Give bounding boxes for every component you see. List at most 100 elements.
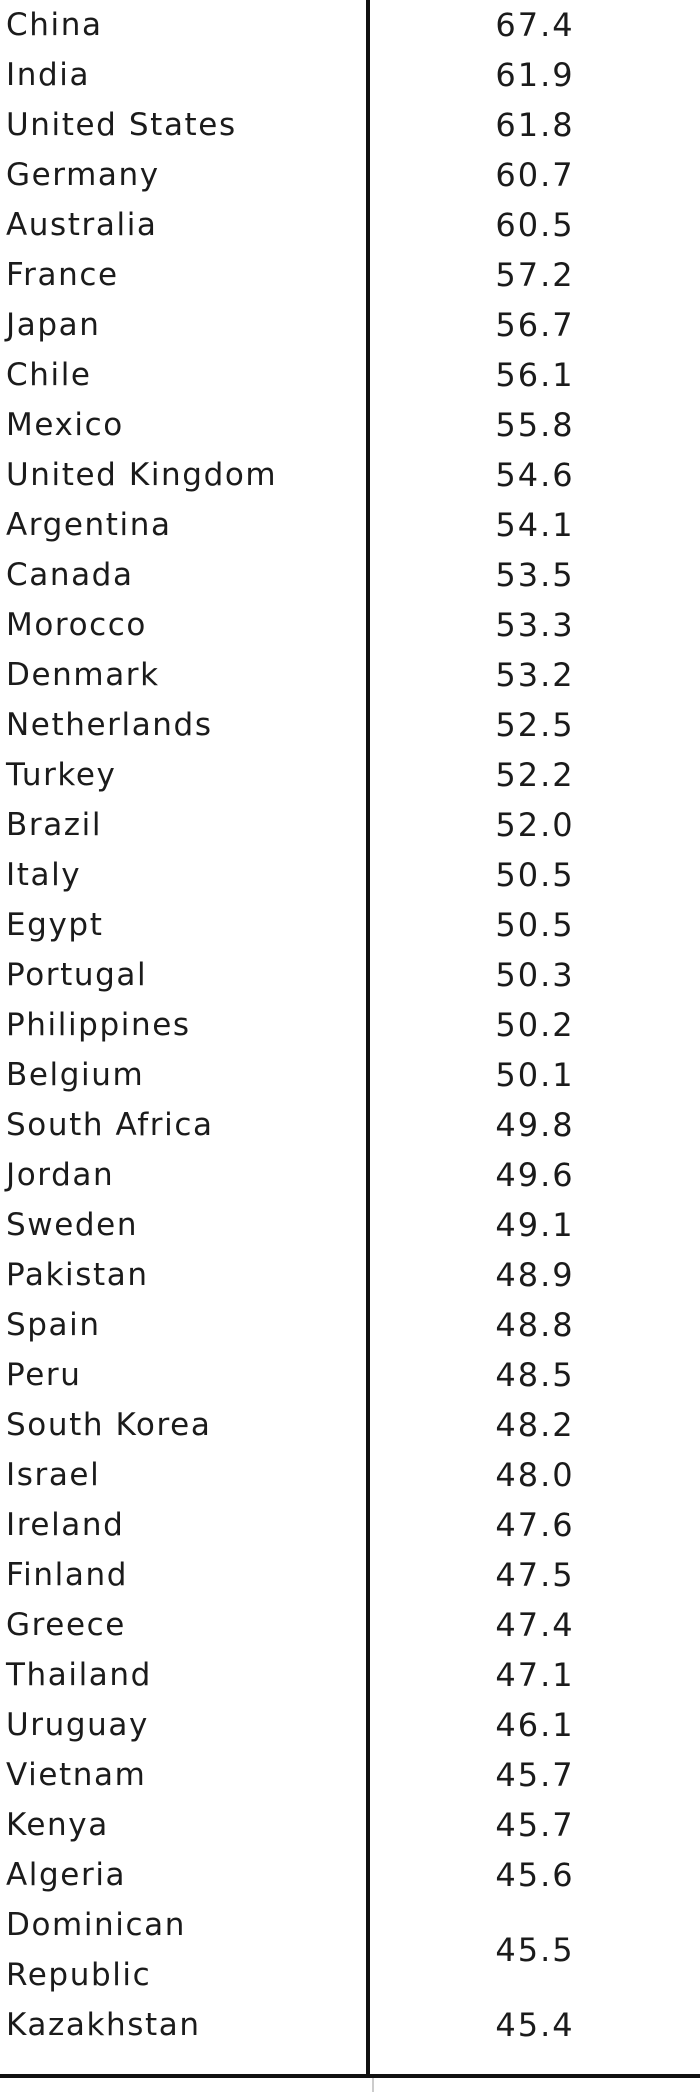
country-cell: Israel [6,1457,101,1493]
value-cell: 49.8 [495,1106,575,1144]
value-cell: 53.3 [495,606,575,644]
country-cell: Netherlands [6,707,213,743]
value-cell: 47.4 [495,1606,575,1644]
country-cell: Thailand [6,1657,152,1693]
country-cell: China [6,7,103,43]
value-cell: 56.1 [495,356,575,394]
table-row: Turkey 52.2 [0,750,700,800]
country-cell: Philippines [6,1007,191,1043]
value-cell: 67.4 [495,6,575,44]
value-cell: 54.1 [495,506,575,544]
table-row: Canada 53.5 [0,550,700,600]
table-row: Chile 56.1 [0,350,700,400]
value-cell: 60.5 [495,206,575,244]
value-cell: 45.7 [495,1806,575,1844]
country-cell: South Africa [6,1107,214,1143]
table-row: Kenya 45.7 [0,1800,700,1850]
table-row: South Korea 48.2 [0,1400,700,1450]
table-row: Pakistan 48.9 [0,1250,700,1300]
country-score-table: China 67.4 India 61.9 United States 61.8 Ge… [0,0,700,2044]
country-cell: Kenya [6,1807,109,1843]
country-cell: Morocco [6,607,147,643]
value-cell: 61.9 [495,56,575,94]
value-cell: 45.4 [495,2006,575,2044]
country-cell: Denmark [6,657,160,693]
table-row: Mexico 55.8 [0,400,700,450]
table-row: Netherlands 52.5 [0,700,700,750]
table-row: Japan 56.7 [0,300,700,350]
country-cell: Chile [6,357,92,393]
country-cell: South Korea [6,1407,212,1443]
value-cell: 48.8 [495,1306,575,1344]
value-cell: 48.9 [495,1256,575,1294]
country-cell: Peru [6,1357,82,1393]
country-cell: Algeria [6,1857,127,1893]
value-cell: 50.5 [495,856,575,894]
table-row: Germany 60.7 [0,150,700,200]
value-cell: 52.2 [495,756,575,794]
country-cell: France [6,257,119,293]
table-row: Philippines 50.2 [0,1000,700,1050]
value-cell: 61.8 [495,106,575,144]
country-cell: Vietnam [6,1757,147,1793]
country-cell: Uruguay [6,1707,149,1743]
table-row: Finland 47.5 [0,1550,700,1600]
value-cell: 49.1 [495,1206,575,1244]
value-cell: 45.5 [495,1931,575,1969]
country-cell: Pakistan [6,1257,149,1293]
table-row: South Africa 49.8 [0,1100,700,1150]
table-row: Sweden 49.1 [0,1200,700,1250]
country-cell: Jordan [6,1157,115,1193]
country-cell: Egypt [6,907,104,943]
table-row: Greece 47.4 [0,1600,700,1650]
value-cell: 48.0 [495,1456,575,1494]
country-cell: Australia [6,207,158,243]
table-row: Egypt 50.5 [0,900,700,950]
border-tick [372,2078,374,2092]
table-row: Morocco 53.3 [0,600,700,650]
country-cell: Germany [6,157,160,193]
country-cell: Sweden [6,1207,139,1243]
country-cell: India [6,57,91,93]
value-cell: 60.7 [495,156,575,194]
table-row: Algeria 45.6 [0,1850,700,1900]
value-cell: 50.3 [495,956,575,994]
country-cell: Greece [6,1607,126,1643]
table-row: Thailand 47.1 [0,1650,700,1700]
table-row: Peru 48.5 [0,1350,700,1400]
value-cell: 50.1 [495,1056,575,1094]
country-cell: Portugal [6,957,148,993]
value-cell: 53.2 [495,656,575,694]
value-cell: 57.2 [495,256,575,294]
country-cell: Kazakhstan [6,2007,201,2043]
table-row: France 57.2 [0,250,700,300]
country-cell: Italy [6,857,82,893]
value-cell: 45.6 [495,1856,575,1894]
value-cell: 52.0 [495,806,575,844]
table-row: Jordan 49.6 [0,1150,700,1200]
country-cell: Dominican Republic [6,1907,186,1993]
value-cell: 55.8 [495,406,575,444]
table-row: Israel 48.0 [0,1450,700,1500]
table-row: Uruguay 46.1 [0,1700,700,1750]
value-cell: 48.5 [495,1356,575,1394]
table-row: Portugal 50.3 [0,950,700,1000]
table-row: Italy 50.5 [0,850,700,900]
value-cell: 47.6 [495,1506,575,1544]
table-row: China 67.4 [0,0,700,50]
country-cell: Mexico [6,407,124,443]
value-cell: 49.6 [495,1156,575,1194]
table-row: Australia 60.5 [0,200,700,250]
table-row: Belgium 50.1 [0,1050,700,1100]
table-row: Dominican Republic 45.5 [0,1900,700,2000]
value-cell: 52.5 [495,706,575,744]
table-row: Spain 48.8 [0,1300,700,1350]
country-cell: United Kingdom [6,457,278,493]
table-row: Brazil 52.0 [0,800,700,850]
value-cell: 46.1 [495,1706,575,1744]
table-row: India 61.9 [0,50,700,100]
table-row: Argentina 54.1 [0,500,700,550]
table-row: Ireland 47.6 [0,1500,700,1550]
country-cell: Finland [6,1557,128,1593]
